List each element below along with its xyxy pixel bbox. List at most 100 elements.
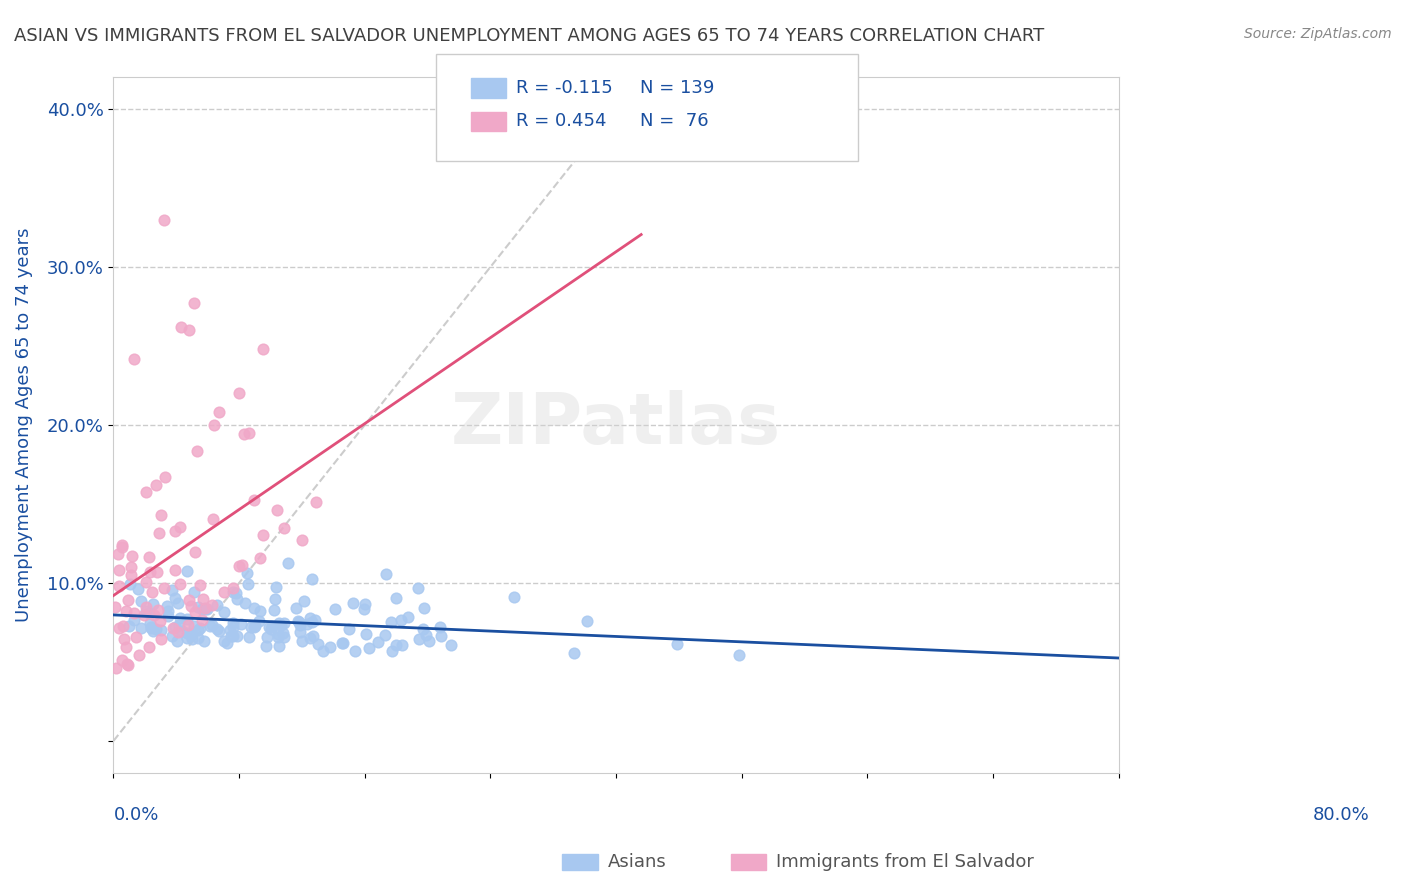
Point [353,601,375,615]
Point [166,633,188,648]
Point [222,620,245,634]
Point [177,593,200,607]
Point [112,632,135,647]
Point [176,626,198,640]
Point [194,601,217,615]
Point [129,621,152,635]
Point [562,646,585,660]
Point [176,612,198,626]
Point [188,578,211,592]
Text: Immigrants from El Salvador: Immigrants from El Salvador [776,853,1033,871]
Point [357,641,380,656]
Point [166,595,188,609]
Point [112,619,135,633]
Point [191,601,214,615]
Point [150,623,173,637]
Point [184,545,207,559]
Point [215,635,238,649]
Point [156,608,179,623]
Point [337,622,360,636]
Point [238,426,260,441]
Point [177,618,200,632]
Text: N = 139: N = 139 [640,79,714,97]
Point [222,629,245,643]
Point [267,630,290,644]
Point [225,591,247,606]
Text: R = -0.115: R = -0.115 [516,79,613,97]
Point [165,620,187,634]
Point [295,617,318,632]
Point [127,582,149,596]
Point [124,613,146,627]
Point [191,613,214,627]
Text: 80.0%: 80.0% [1313,805,1369,824]
Point [381,644,404,658]
Point [318,640,340,654]
Point [180,632,202,647]
Point [284,600,307,615]
Point [299,611,322,625]
Point [273,615,295,630]
Point [169,611,191,625]
Point [298,631,321,645]
Point [242,620,264,634]
Point [186,443,208,458]
Text: Asians: Asians [607,853,666,871]
Point [180,628,202,642]
Point [266,503,288,517]
Point [292,594,315,608]
Point [115,604,138,618]
Point [165,591,187,606]
Point [219,629,242,643]
Point [167,618,190,632]
Point [104,661,127,675]
Point [267,627,290,641]
Point [177,323,200,337]
Point [408,632,430,646]
Point [167,624,190,639]
Point [141,584,163,599]
Point [380,615,402,629]
Point [263,603,285,617]
Point [249,604,271,618]
Point [201,598,224,612]
Point [118,619,141,633]
Point [111,537,134,551]
Point [259,622,281,636]
Point [183,619,205,633]
Point [356,627,378,641]
Point [172,624,194,638]
Point [247,614,270,628]
Point [131,594,153,608]
Point [270,618,292,632]
Point [132,608,155,623]
Point [187,624,209,638]
Point [139,565,162,579]
Point [226,629,249,643]
Text: Source: ZipAtlas.com: Source: ZipAtlas.com [1244,27,1392,41]
Point [149,632,172,646]
Point [122,351,145,366]
Point [429,620,451,634]
Point [156,604,179,618]
Point [342,596,364,610]
Point [187,599,209,614]
Point [259,620,281,634]
Point [104,599,127,614]
Point [219,623,242,637]
Point [222,582,245,596]
Point [415,628,437,642]
Point [291,634,314,648]
Point [353,598,375,612]
Y-axis label: Unemployment Among Ages 65 to 74 years: Unemployment Among Ages 65 to 74 years [15,227,32,623]
Point [269,615,291,630]
Point [235,566,257,580]
Point [138,606,160,620]
Point [153,581,176,595]
Point [254,640,277,654]
Text: ZIPatlas: ZIPatlas [451,391,782,459]
Point [228,559,250,574]
Point [233,426,256,441]
Point [243,601,266,615]
Point [201,512,224,526]
